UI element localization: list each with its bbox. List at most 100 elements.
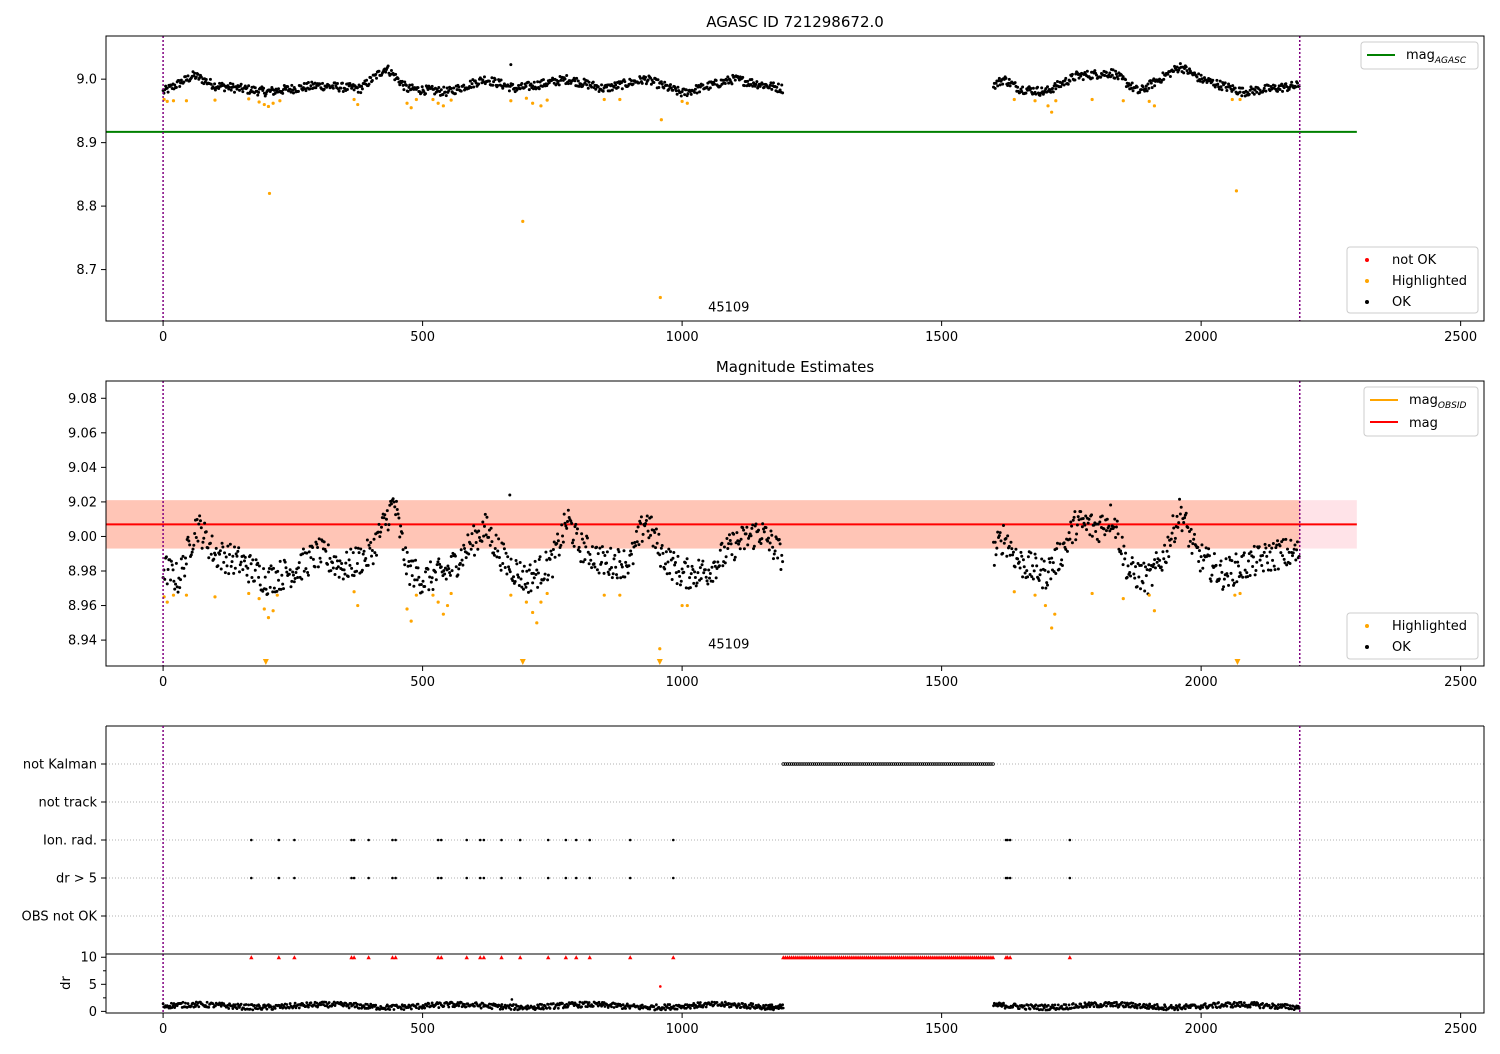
dr-point bbox=[509, 1008, 513, 1011]
dr-gt-5-point bbox=[350, 876, 353, 880]
dr-point bbox=[1231, 1005, 1235, 1009]
ok-point bbox=[242, 559, 246, 563]
ok-point bbox=[1273, 84, 1277, 88]
ok-point bbox=[553, 555, 557, 559]
ok-point bbox=[1047, 557, 1051, 561]
ok-point bbox=[208, 541, 212, 545]
ok-point bbox=[993, 540, 997, 544]
ok-point bbox=[997, 534, 1001, 538]
ok-point bbox=[408, 83, 412, 87]
ok-point bbox=[1077, 76, 1081, 80]
dr-point bbox=[261, 1006, 265, 1010]
ok-point bbox=[171, 568, 175, 572]
ok-point bbox=[231, 554, 235, 558]
ok-point bbox=[1141, 581, 1145, 585]
highlighted-point bbox=[171, 593, 176, 597]
ok-point bbox=[671, 88, 675, 92]
dr-clipped-marker bbox=[671, 955, 676, 960]
ok-point bbox=[698, 90, 702, 94]
ok-point bbox=[1076, 515, 1080, 519]
x-tick-label: 0 bbox=[159, 330, 167, 345]
ok-point bbox=[1189, 527, 1193, 531]
ok-point bbox=[1044, 586, 1048, 590]
dr-clipped-marker bbox=[435, 955, 441, 960]
ok-point bbox=[464, 556, 468, 560]
ok-point bbox=[696, 571, 700, 575]
not-kalman-point bbox=[864, 762, 869, 766]
dr-point bbox=[698, 1001, 702, 1004]
ok-point bbox=[1253, 573, 1257, 577]
ok-point bbox=[471, 544, 475, 548]
highlighted-point bbox=[521, 219, 525, 223]
dr-clipped-marker bbox=[366, 955, 371, 960]
ok-point bbox=[992, 563, 996, 567]
ok-point bbox=[250, 575, 254, 579]
ok-point bbox=[184, 562, 188, 566]
ok-point bbox=[610, 565, 614, 569]
ok-point bbox=[692, 581, 696, 585]
ok-point bbox=[588, 552, 592, 556]
ok-point bbox=[520, 585, 524, 589]
not-kalman-point bbox=[839, 762, 844, 766]
ok-point bbox=[450, 569, 454, 573]
ok-point bbox=[384, 517, 388, 521]
ok-point bbox=[524, 585, 528, 589]
ok-point bbox=[1220, 570, 1224, 574]
ok-point bbox=[331, 566, 335, 570]
ok-point bbox=[702, 571, 706, 575]
ok-point bbox=[299, 84, 303, 88]
highlighted-point bbox=[247, 97, 251, 101]
ok-point bbox=[550, 552, 554, 556]
ok-point bbox=[1197, 559, 1201, 563]
not-kalman-point bbox=[918, 762, 923, 766]
highlighted-point bbox=[213, 98, 217, 102]
ok-point bbox=[727, 533, 731, 537]
ok-point bbox=[601, 89, 605, 93]
dr-point bbox=[1176, 1008, 1180, 1012]
ok-point bbox=[1107, 524, 1111, 528]
dr-not-ok-point bbox=[659, 985, 662, 988]
dr-point bbox=[173, 1006, 177, 1009]
ok-point bbox=[1062, 83, 1066, 87]
highlighted-point bbox=[1012, 590, 1016, 594]
ok-point bbox=[254, 558, 258, 562]
panel-magnitude-legend-top[interactable]: magOBSID mag bbox=[1363, 386, 1479, 437]
ion-rad-point bbox=[546, 838, 550, 842]
ok-point bbox=[699, 577, 703, 581]
dr-point bbox=[542, 1007, 545, 1011]
ok-point bbox=[384, 523, 388, 527]
ok-point bbox=[1066, 82, 1070, 86]
ok-point bbox=[591, 80, 595, 84]
ok-point bbox=[1002, 541, 1006, 545]
panel-agasc-legend-bottom[interactable]: not OK Highlighted OK bbox=[1346, 246, 1479, 314]
panel-magnitude-legend-bottom[interactable]: Highlighted OK bbox=[1346, 612, 1479, 660]
ok-point bbox=[704, 575, 708, 579]
vlines bbox=[162, 36, 1301, 321]
ok-point bbox=[1084, 514, 1088, 518]
ok-point bbox=[334, 555, 338, 559]
ok-point bbox=[1173, 540, 1177, 544]
panel-agasc-legend-top[interactable]: magAGASC bbox=[1360, 41, 1479, 70]
ok-point bbox=[311, 545, 315, 549]
dr-point bbox=[490, 1007, 494, 1011]
ok-point bbox=[516, 573, 520, 577]
below-range-marker bbox=[519, 659, 526, 665]
ok-point bbox=[590, 545, 594, 549]
ok-point bbox=[173, 83, 177, 87]
dr-point bbox=[346, 1004, 350, 1007]
ok-point bbox=[686, 92, 690, 96]
ok-point bbox=[1273, 568, 1277, 572]
ok-point bbox=[282, 587, 286, 591]
ok-point bbox=[669, 86, 673, 90]
ok-point bbox=[663, 567, 667, 571]
dr-point bbox=[265, 1007, 269, 1011]
ok-point bbox=[754, 82, 758, 86]
highlighted-point bbox=[1053, 612, 1057, 616]
not-kalman-point bbox=[800, 762, 804, 766]
ok-point bbox=[403, 80, 407, 84]
dr-point bbox=[293, 1001, 297, 1005]
ok-point bbox=[437, 86, 441, 90]
ok-point bbox=[1263, 542, 1267, 546]
dr-point bbox=[1238, 1005, 1242, 1009]
ok-point bbox=[394, 499, 398, 503]
